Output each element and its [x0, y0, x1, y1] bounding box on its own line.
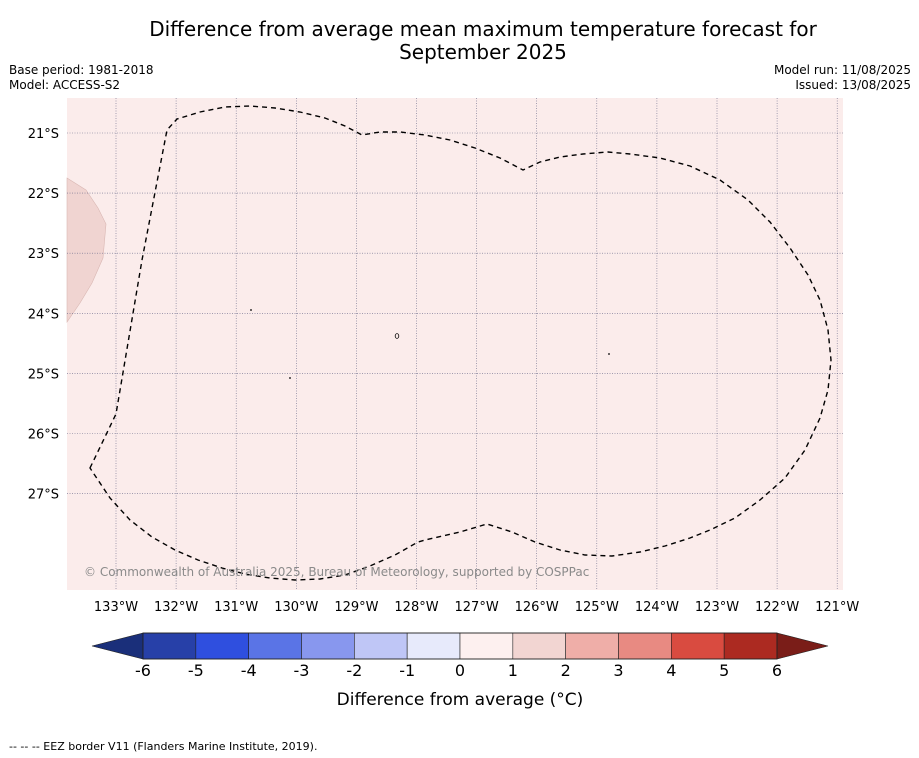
colorbar-frame [142, 632, 778, 660]
colorbar-cell [142, 632, 197, 660]
latitude-label: 27°S [28, 488, 59, 503]
chart-title: Difference from average mean maximum tem… [0, 18, 919, 64]
latitude-labels: 21°S 22°S 23°S 24°S 25°S 26°S 27°S [28, 127, 59, 503]
longitude-label: 129°W [334, 600, 378, 615]
meta-right: Model run: 11/08/2025 Issued: 13/08/2025 [774, 63, 911, 93]
latitude-label: 25°S [28, 367, 59, 382]
latitude-label: 26°S [28, 428, 59, 443]
longitude-label: 128°W [394, 600, 438, 615]
colorbar-tick-label: -4 [241, 661, 257, 680]
island-landmass [66, 177, 107, 323]
colorbar: -6 -5 -4 -3 -2 -1 0 1 2 3 4 5 6 Difference from aver… [91, 632, 829, 710]
eez-border-line [89, 105, 832, 581]
island-dot [250, 309, 252, 311]
colorbar-cell [459, 632, 514, 660]
colorbar-cell [406, 632, 461, 660]
colorbar-tick-label: -1 [399, 661, 415, 680]
colorbar-cell [723, 632, 778, 660]
colorbar-cell [512, 632, 566, 660]
colorbar-tick-label: 1 [508, 661, 518, 680]
longitude-label: 124°W [635, 600, 679, 615]
colorbar-cell [354, 632, 408, 660]
map-area: 21°S22°S23°S24°S25°S26°S27°S 133°W 132°W 1… [28, 98, 860, 615]
latitude-label: 24°S [28, 307, 59, 322]
latitude-label: 23°S [28, 247, 59, 262]
colorbar-tick-label: 0 [455, 661, 465, 680]
longitude-labels: 133°W 132°W 131°W 130°W 129°W 128°W 127°W 126°W… [94, 600, 860, 615]
colorbar-cell [195, 632, 249, 660]
latitude-label: 21°S [28, 127, 59, 142]
longitude-label: 123°W [695, 600, 739, 615]
title-line-1: Difference from average mean maximum tem… [149, 17, 817, 41]
colorbar-tick-label: -2 [346, 661, 362, 680]
island-dot [608, 353, 610, 355]
longitude-label: 122°W [755, 600, 799, 615]
map-background [67, 98, 843, 590]
longitude-label: 121°W [815, 600, 859, 615]
model-run-text: Model run: 11/08/2025 [773, 63, 911, 77]
island-dot [394, 333, 400, 339]
colorbar-high-extend [776, 632, 829, 660]
colorbar-cell [671, 632, 725, 660]
copyright-text: © Commonwealth of Australia 2025, Bureau… [84, 565, 590, 579]
island-dot [289, 377, 291, 379]
longitude-label: 127°W [455, 600, 499, 615]
colorbar-cell [301, 632, 355, 660]
longitude-label: 132°W [154, 600, 198, 615]
longitude-label: 125°W [575, 600, 619, 615]
longitude-label: 131°W [214, 600, 258, 615]
issued-text: Issued: 13/08/2025 [795, 78, 911, 92]
gridlines [67, 98, 843, 590]
latitude-label: 22°S [28, 187, 59, 202]
meta-left: Base period: 1981-2018 Model: ACCESS-S2 [9, 63, 154, 93]
colorbar-tick-label: 4 [666, 661, 676, 680]
colorbar-cell [248, 632, 302, 660]
colorbar-low-extend [91, 632, 144, 660]
colorbar-tick-label: -3 [294, 661, 310, 680]
colorbar-tick-label: 3 [613, 661, 623, 680]
colorbar-cells [142, 632, 778, 660]
title-line-2: September 2025 [399, 40, 567, 64]
footnote-text: -- -- -- EEZ border V11 (Flanders Marine… [9, 740, 318, 753]
base-period-text: Base period: 1981-2018 [9, 63, 154, 77]
colorbar-tick-label: 5 [719, 661, 729, 680]
colorbar-tick-label: -5 [188, 661, 204, 680]
colorbar-cell [618, 632, 672, 660]
colorbar-label: Difference from average (°C) [337, 690, 584, 710]
colorbar-tick-label: 2 [561, 661, 571, 680]
colorbar-ticks: -6 -5 -4 -3 -2 -1 0 1 2 3 4 5 6 [135, 661, 782, 680]
colorbar-tick-label: 6 [772, 661, 782, 680]
longitude-label: 130°W [274, 600, 318, 615]
colorbar-cell [565, 632, 619, 660]
longitude-label: 133°W [94, 600, 138, 615]
model-text: Model: ACCESS-S2 [9, 78, 121, 92]
longitude-label: 126°W [515, 600, 559, 615]
colorbar-tick-label: -6 [135, 661, 151, 680]
